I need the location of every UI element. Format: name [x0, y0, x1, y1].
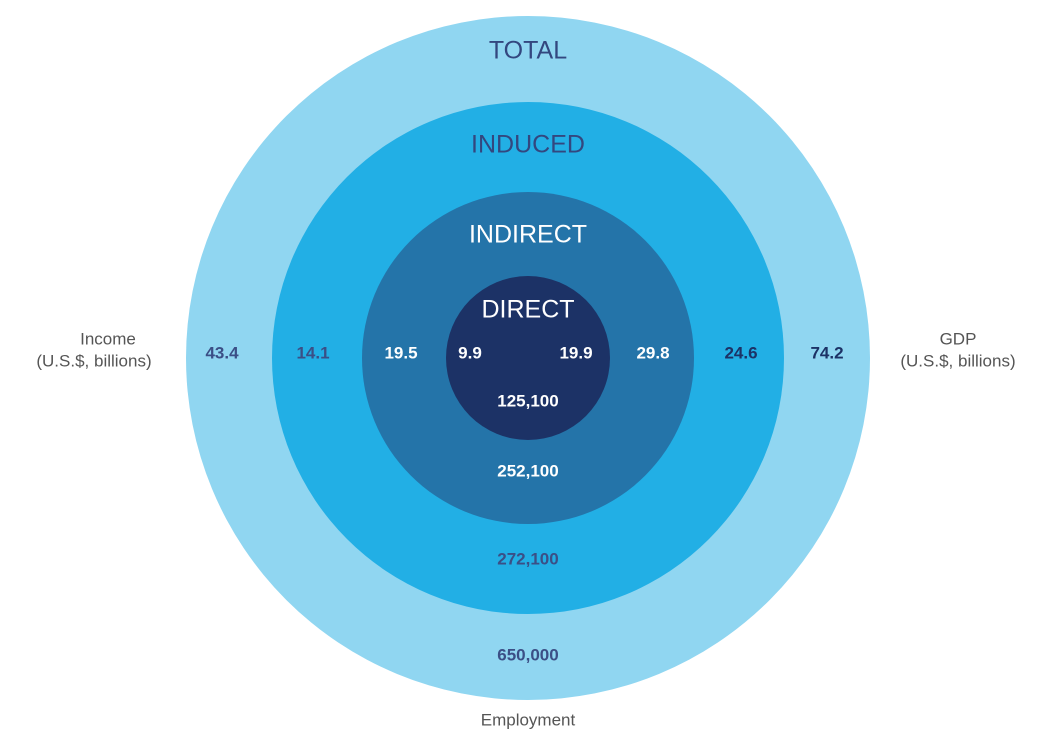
- income-label: Income: [80, 329, 136, 348]
- ring-title: TOTAL: [489, 37, 567, 65]
- ring-direct: [446, 276, 610, 440]
- gdp-label: GDP: [940, 329, 977, 348]
- income-value: 43.4: [205, 343, 239, 362]
- gdp-value: 74.2: [810, 343, 843, 362]
- employment-value: 252,100: [497, 461, 558, 480]
- income-value: 9.9: [458, 343, 482, 362]
- gdp-value: 19.9: [559, 343, 592, 362]
- gdp-unit: (U.S.$, billions): [900, 351, 1015, 370]
- gdp-value: 29.8: [636, 343, 669, 362]
- employment-value: 650,000: [497, 645, 558, 664]
- income-value: 19.5: [384, 343, 417, 362]
- gdp-value: 24.6: [724, 343, 757, 362]
- income-value: 14.1: [296, 343, 329, 362]
- employment-value: 125,100: [497, 391, 558, 410]
- ring-title: INDIRECT: [469, 221, 587, 249]
- income-unit: (U.S.$, billions): [36, 351, 151, 370]
- ring-title: INDUCED: [471, 131, 585, 159]
- employment-value: 272,100: [497, 549, 558, 568]
- employment-label: Employment: [481, 710, 576, 729]
- ring-title: DIRECT: [481, 296, 574, 324]
